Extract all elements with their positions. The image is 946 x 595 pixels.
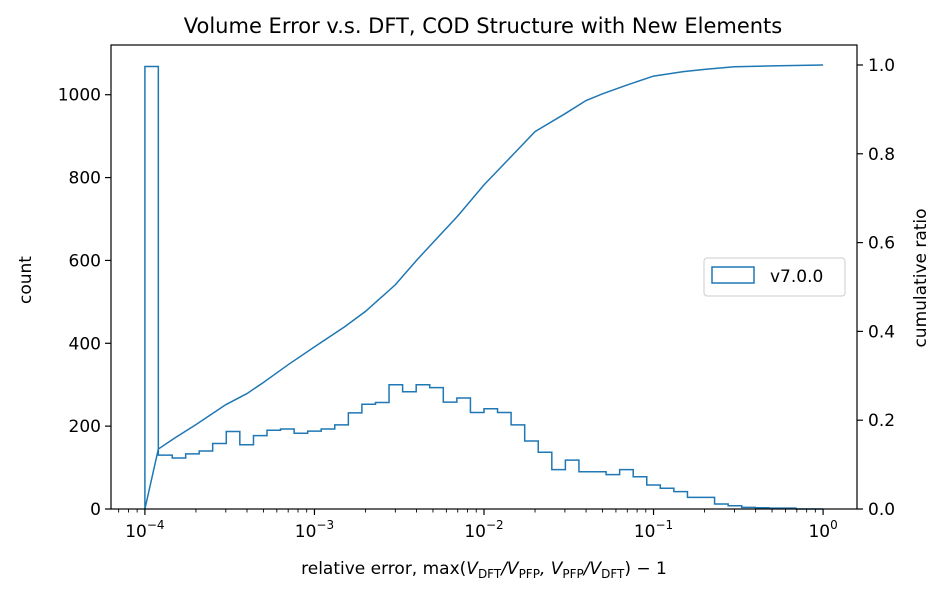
y-right-tick-label: 0.2 (868, 411, 895, 431)
y-left-tick-label: 400 (69, 334, 101, 354)
y-left-tick-label: 1000 (58, 86, 101, 106)
chart-title: Volume Error v.s. DFT, COD Structure wit… (184, 14, 782, 38)
x-tick-label: 10−4 (125, 518, 164, 542)
y-right-tick-label: 0.6 (868, 234, 895, 254)
x-tick-label: 10−3 (295, 518, 334, 542)
cumulative-line (144, 64, 824, 510)
histogram-outline (144, 65, 824, 510)
x-tick-label: 10−2 (464, 518, 503, 542)
y-axis-right-label: cumulative ratio (911, 208, 931, 347)
plot-area (144, 64, 824, 510)
y-right-tick-label: 0.8 (868, 145, 895, 165)
y-right-tick-label: 0.0 (868, 500, 895, 520)
y-left-tick-label: 0 (90, 500, 101, 520)
legend-swatch (711, 266, 755, 284)
x-tick-label: 10−1 (634, 518, 673, 542)
x-axis-label: relative error, max(VDFT/VPFP, VPFP/VDFT… (301, 559, 667, 581)
x-tick-label: 100 (808, 518, 837, 542)
y-left-tick-label: 600 (69, 251, 101, 271)
y-left-tick-label: 200 (69, 417, 101, 437)
axes: 10−4 10−3 10−2 10−1 100020040060080010000.00… (58, 44, 895, 542)
legend-label: v7.0.0 (770, 267, 823, 287)
y-right-tick-label: 1.0 (868, 56, 895, 76)
y-left-tick-label: 800 (69, 169, 101, 189)
y-right-tick-label: 0.4 (868, 322, 895, 342)
legend: v7.0.0 (703, 257, 846, 297)
y-axis-left-label: count (16, 256, 36, 304)
